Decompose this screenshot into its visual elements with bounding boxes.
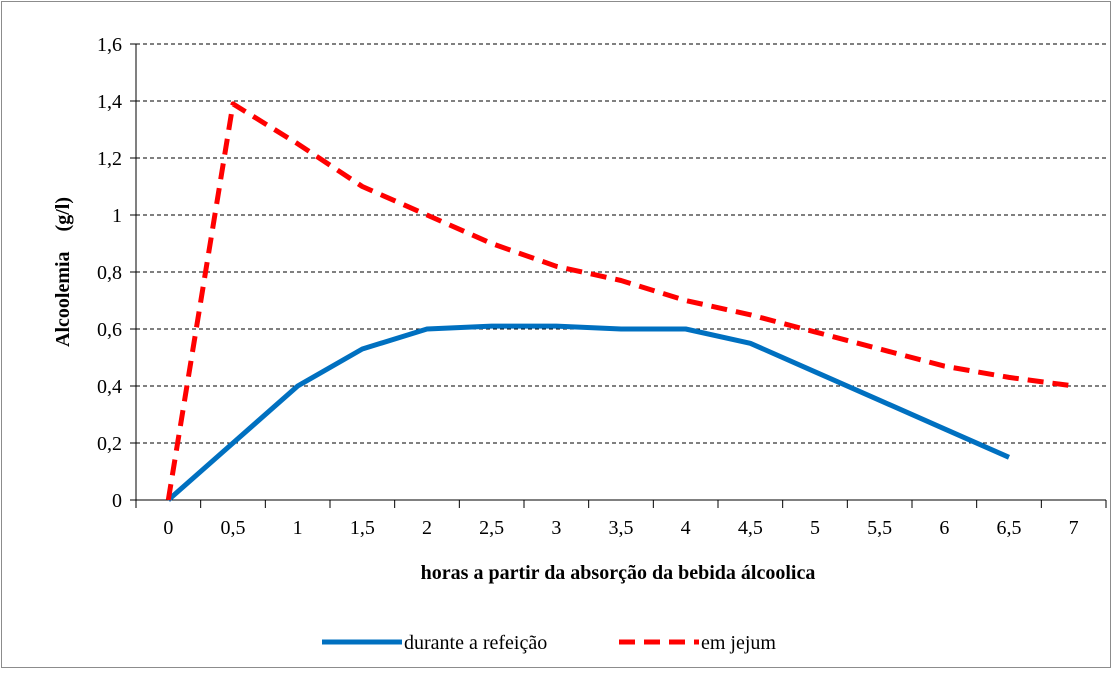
gridlines (136, 43, 1106, 444)
x-tick-label: 0,5 (221, 517, 246, 539)
y-tick-label: 0 (112, 490, 122, 512)
y-tick-labels: 0 0,2 0,4 0,6 0,8 1 1,2 1,4 1,6 (97, 34, 122, 512)
x-tick-label: 3,5 (609, 517, 634, 539)
x-tick-label: 7 (1069, 517, 1079, 539)
y-tick-label: 0,6 (97, 319, 122, 341)
y-tick-label: 0,8 (97, 262, 122, 284)
x-tick-label: 4,5 (738, 517, 763, 539)
x-tick-label: 6 (939, 517, 949, 539)
y-axis-title: Alcoolemia (g/l) (52, 197, 74, 347)
x-tick-label: 4 (681, 517, 691, 539)
y-tick-label: 1 (112, 205, 122, 227)
x-tick-label: 5,5 (867, 517, 892, 539)
y-tick-label: 0,2 (97, 433, 122, 455)
y-tick-label: 1,4 (97, 91, 122, 113)
x-tick-label: 6,5 (997, 517, 1022, 539)
x-axis-title: horas a partir da absorção da bebida álc… (421, 562, 816, 584)
x-tick-label: 2,5 (479, 517, 504, 539)
legend-label-1: em jejum (701, 632, 776, 654)
x-tick-label: 0 (163, 517, 173, 539)
legend-label-0: durante a refeição (404, 632, 547, 654)
axes (130, 43, 1107, 508)
series-line-1 (165, 101, 1075, 501)
y-tick-label: 0,4 (97, 376, 122, 398)
x-tick-label: 5 (810, 517, 820, 539)
x-tick-label: 3 (551, 517, 561, 539)
x-tick-labels: 0 0,5 1 1,5 2 2,5 3 3,5 4 4,5 5 5,5 6 6,5 7 (163, 517, 1078, 539)
y-tick-label: 1,2 (97, 148, 122, 170)
series-line-0 (166, 323, 1011, 502)
x-tick-label: 1 (293, 517, 303, 539)
x-tick-label: 1,5 (350, 517, 375, 539)
series-lines (165, 101, 1075, 502)
y-tick-label: 1,6 (97, 34, 122, 56)
legend: durante a refeição em jejum (322, 632, 776, 654)
x-tick-label: 2 (422, 517, 432, 539)
